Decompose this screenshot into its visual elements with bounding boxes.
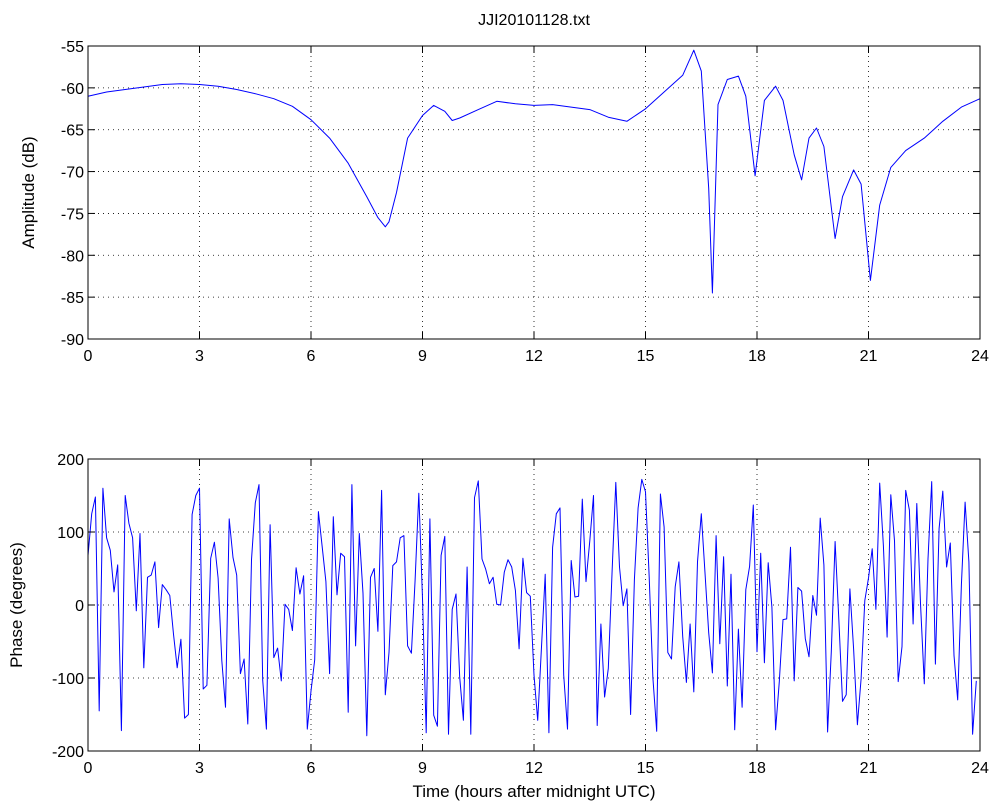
amplitude-grid (88, 46, 980, 339)
amplitude-y-tick-label: -65 (61, 123, 84, 140)
phase-x-tick-label: 18 (748, 760, 766, 777)
phase-chart: 0 3 6 9 12 15 18 21 24 -200 -100 0 100 200 Phase (deg… (7, 452, 989, 801)
amplitude-y-tick-label: -55 (61, 39, 84, 56)
amplitude-x-tick-label: 6 (307, 348, 316, 365)
amplitude-y-tick-label: -90 (61, 332, 84, 349)
amplitude-chart: 0 3 6 9 12 15 18 21 24 -90 -85 -80 -75 -70 -65 -60 -55 A… (19, 39, 989, 365)
phase-x-tick-label: 15 (637, 760, 655, 777)
phase-x-tick-label: 0 (84, 760, 93, 777)
amplitude-ticks: 0 3 6 9 12 15 18 21 24 -90 -85 -80 -75 -70 -65 -60 -55 (61, 39, 989, 365)
phase-y-tick-label: 0 (75, 598, 84, 615)
phase-y-axis-label: Phase (degrees) (7, 542, 26, 668)
amplitude-x-tick-label: 24 (971, 348, 989, 365)
phase-grid (88, 459, 980, 751)
amplitude-y-tick-label: -70 (61, 165, 84, 182)
phase-x-tick-label: 3 (195, 760, 204, 777)
amplitude-x-tick-label: 21 (860, 348, 878, 365)
amplitude-x-tick-label: 9 (418, 348, 427, 365)
amplitude-x-tick-label: 18 (748, 348, 766, 365)
amplitude-x-tick-label: 0 (84, 348, 93, 365)
phase-x-axis-label: Time (hours after midnight UTC) (412, 782, 655, 801)
amplitude-y-tick-label: -85 (61, 290, 84, 307)
phase-y-tick-label: -200 (52, 744, 84, 761)
amplitude-y-tick-label: -60 (61, 81, 84, 98)
amplitude-series-line (87, 49, 981, 294)
phase-x-tick-label: 12 (525, 760, 543, 777)
amplitude-y-tick-label: -80 (61, 248, 84, 265)
amplitude-axes-frame (87, 45, 981, 340)
chart-title: JJI20101128.txt (478, 12, 590, 29)
phase-y-tick-label: 200 (57, 452, 84, 469)
phase-x-tick-label: 9 (418, 760, 427, 777)
phase-y-tick-label: -100 (52, 671, 84, 688)
amplitude-x-tick-label: 12 (525, 348, 543, 365)
phase-x-tick-label: 6 (307, 760, 316, 777)
amplitude-x-tick-label: 15 (637, 348, 655, 365)
amplitude-x-tick-label: 3 (195, 348, 204, 365)
phase-series-line (87, 478, 977, 737)
phase-x-tick-label: 21 (860, 760, 878, 777)
phase-y-tick-label: 100 (57, 525, 84, 542)
phase-x-tick-label: 24 (971, 760, 989, 777)
amplitude-y-axis-label: Amplitude (dB) (19, 136, 38, 248)
amplitude-y-tick-label: -75 (61, 206, 84, 223)
phase-ticks: 0 3 6 9 12 15 18 21 24 -200 -100 0 100 200 (52, 452, 989, 777)
